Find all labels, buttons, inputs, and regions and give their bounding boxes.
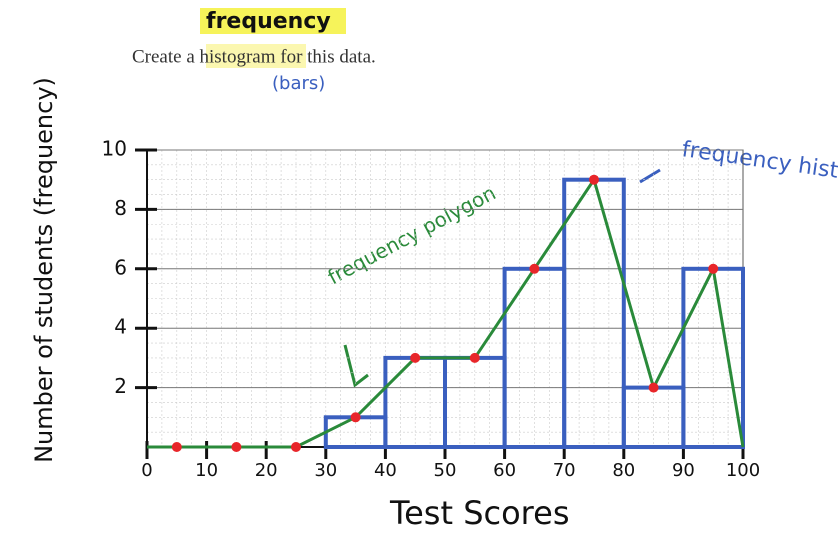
annotation: frequency (206, 9, 331, 34)
annotation: frequency histogram (680, 137, 838, 194)
x-tick-label: 80 (612, 460, 635, 481)
polygon-point (291, 442, 301, 452)
chart: frequency Create a histogram for this da… (0, 0, 838, 538)
x-tick-label: 60 (493, 460, 516, 481)
polygon-point (708, 264, 718, 274)
y-tick-label: 2 (114, 374, 127, 398)
x-tick-label: 70 (553, 460, 576, 481)
x-tick-label: 20 (255, 460, 278, 481)
y-tick-label: 8 (114, 196, 127, 220)
x-tick-label: 0 (141, 460, 152, 481)
x-tick-label: 10 (195, 460, 218, 481)
polygon-point (172, 442, 182, 452)
y-tick-label: 6 (114, 255, 127, 279)
arrow (640, 170, 660, 182)
x-tick-label: 100 (726, 460, 760, 481)
x-tick-label: 90 (672, 460, 695, 481)
polygon-point (470, 353, 480, 363)
polygon-point (529, 264, 539, 274)
x-tick-label: 40 (374, 460, 397, 481)
x-tick-label: 30 (314, 460, 337, 481)
polygon-point (649, 383, 659, 393)
chart-title: Create a histogram for this data. (132, 46, 376, 67)
annotation: frequency polygon (324, 180, 500, 289)
polygon-point (589, 175, 599, 185)
y-axis-label: Number of students (frequency) (30, 77, 58, 463)
x-axis-label: Test Scores (389, 494, 569, 532)
arrow (345, 345, 368, 385)
polygon-point (231, 442, 241, 452)
polygon-point (351, 412, 361, 422)
polygon-point (410, 353, 420, 363)
x-tick-label: 50 (434, 460, 457, 481)
y-tick-label: 4 (114, 315, 127, 339)
y-tick-label: 10 (102, 137, 127, 161)
annotation: (bars) (272, 73, 325, 94)
